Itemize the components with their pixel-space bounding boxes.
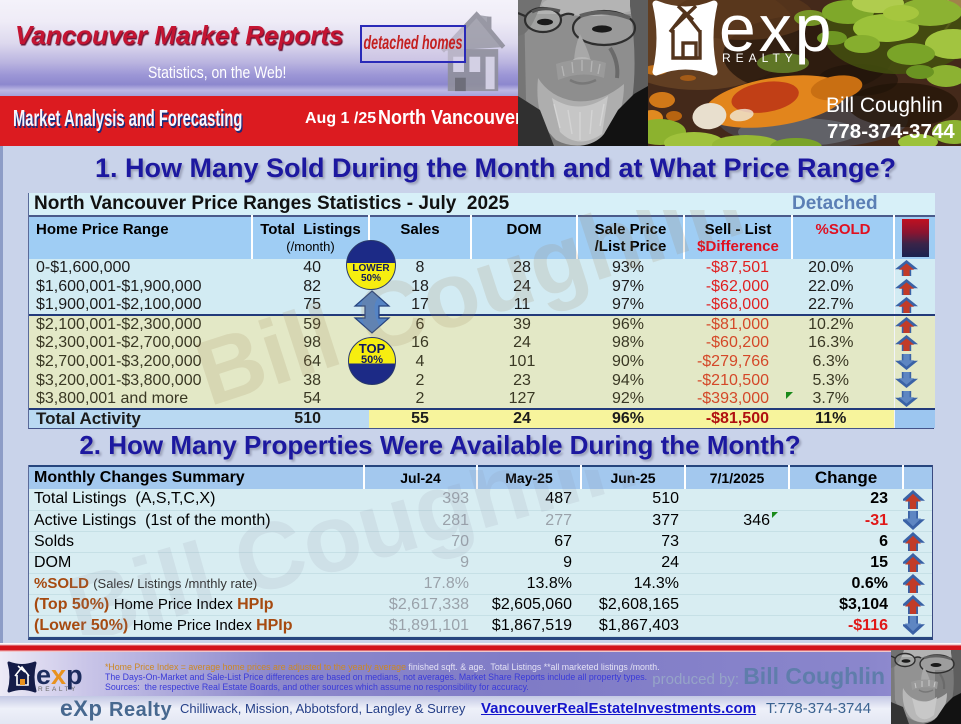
svg-text:REALTY: REALTY [38,686,78,693]
svg-text:exp: exp [719,0,834,65]
svg-text:778-374-3744: 778-374-3744 [827,120,955,143]
svg-text:exp: exp [36,661,83,690]
svg-text:Bill Coughlin: Bill Coughlin [826,94,943,117]
svg-text:REALTY: REALTY [722,51,798,65]
